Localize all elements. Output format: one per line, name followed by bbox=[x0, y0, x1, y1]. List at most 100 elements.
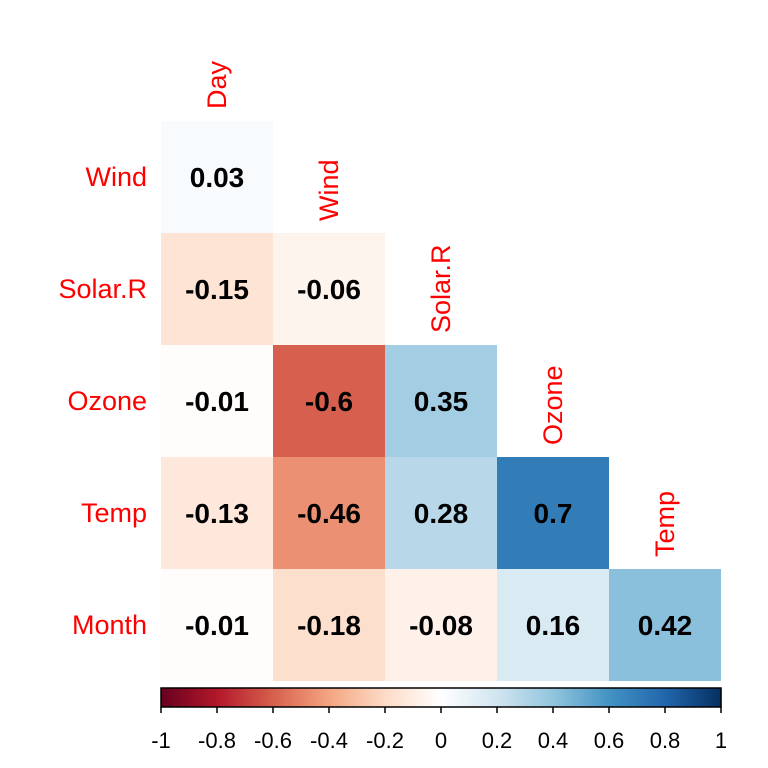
heatmap-cell bbox=[161, 457, 273, 569]
colorbar-segment bbox=[698, 688, 702, 707]
colorbar-segment bbox=[415, 688, 420, 707]
colorbar-segment bbox=[239, 688, 243, 707]
colorbar-segment bbox=[323, 688, 327, 707]
colorbar-segment bbox=[595, 688, 599, 707]
cell-value-label: -0.18 bbox=[297, 610, 361, 641]
colorbar-segment bbox=[561, 688, 565, 707]
colorbar-segment bbox=[667, 688, 672, 707]
cell-value-label: 0.16 bbox=[526, 610, 581, 641]
colorbar-segment bbox=[233, 688, 238, 707]
colorbar-segment bbox=[373, 688, 378, 707]
colorbar-segment bbox=[331, 688, 336, 707]
colorbar-segment bbox=[457, 688, 462, 707]
cell-value-label: -0.08 bbox=[409, 610, 473, 641]
colorbar-segment bbox=[477, 688, 481, 707]
colorbar-segment bbox=[292, 688, 296, 707]
colorbar-tick-label: -0.6 bbox=[254, 728, 292, 753]
colorbar-segment bbox=[231, 688, 235, 707]
colorbar-segment bbox=[522, 688, 526, 707]
colorbar-segment bbox=[259, 688, 263, 707]
colorbar-segment bbox=[295, 688, 299, 707]
cell-value-label: 0.42 bbox=[638, 610, 693, 641]
colorbar-segment bbox=[581, 688, 585, 707]
colorbar-segment bbox=[315, 688, 319, 707]
colorbar-segment bbox=[625, 688, 630, 707]
cell-value-label: 0.28 bbox=[414, 498, 469, 529]
colorbar-segment bbox=[681, 688, 686, 707]
colorbar-segment bbox=[438, 688, 442, 707]
colorbar-segment bbox=[589, 688, 593, 707]
colorbar-segment bbox=[172, 688, 176, 707]
colorbar-segment bbox=[357, 688, 361, 707]
colorbar-segment bbox=[245, 688, 249, 707]
colorbar-segment bbox=[284, 688, 288, 707]
colorbar-segment bbox=[404, 688, 408, 707]
colorbar-segment bbox=[645, 688, 649, 707]
heatmap-cell bbox=[497, 457, 609, 569]
column-label: Day bbox=[202, 60, 232, 109]
colorbar-segment bbox=[511, 688, 515, 707]
colorbar-segment bbox=[236, 688, 240, 707]
colorbar-segment bbox=[651, 688, 655, 707]
column-label: Wind bbox=[314, 159, 344, 221]
colorbar-segment bbox=[533, 688, 537, 707]
colorbar-segment bbox=[547, 688, 551, 707]
colorbar-segment bbox=[194, 688, 198, 707]
colorbar-segment bbox=[527, 688, 532, 707]
colorbar-segment bbox=[455, 688, 459, 707]
colorbar-segment bbox=[670, 688, 674, 707]
colorbar-segment bbox=[684, 688, 688, 707]
colorbar-segment bbox=[497, 688, 501, 707]
colorbar-segment bbox=[555, 688, 560, 707]
colorbar-segment bbox=[189, 688, 193, 707]
colorbar-segment bbox=[217, 688, 221, 707]
colorbar-segment bbox=[600, 688, 604, 707]
colorbar-tick-label: 0.2 bbox=[482, 728, 513, 753]
colorbar-segment bbox=[718, 688, 722, 707]
colorbar-segment bbox=[348, 688, 352, 707]
colorbar-segment bbox=[161, 688, 165, 707]
colorbar-segment bbox=[169, 688, 173, 707]
colorbar-segment bbox=[273, 688, 277, 707]
colorbar-segment bbox=[530, 688, 534, 707]
colorbar-segment bbox=[359, 688, 364, 707]
colorbar-tick-label: 0.8 bbox=[650, 728, 681, 753]
colorbar-segment bbox=[205, 688, 210, 707]
colorbar-segment bbox=[371, 688, 375, 707]
colorbar-segment bbox=[303, 688, 308, 707]
colorbar-segment bbox=[401, 688, 406, 707]
colorbar-segment bbox=[687, 688, 691, 707]
colorbar-segment bbox=[525, 688, 529, 707]
colorbar-segment bbox=[180, 688, 184, 707]
colorbar-segment bbox=[410, 688, 414, 707]
colorbar-segment bbox=[267, 688, 271, 707]
colorbar-segment bbox=[679, 688, 683, 707]
colorbar-segment bbox=[326, 688, 330, 707]
colorbar-segment bbox=[186, 688, 190, 707]
colorbar-segment bbox=[429, 688, 434, 707]
cell-value-label: 0.7 bbox=[534, 498, 573, 529]
row-label: Month bbox=[72, 610, 147, 640]
colorbar-segment bbox=[572, 688, 576, 707]
colorbar-segment bbox=[575, 688, 579, 707]
colorbar-segment bbox=[609, 688, 613, 707]
heatmap-cell bbox=[273, 345, 385, 457]
colorbar-segment bbox=[505, 688, 509, 707]
colorbar-tick-label: -0.4 bbox=[310, 728, 348, 753]
colorbar-tick-label: 0 bbox=[435, 728, 447, 753]
colorbar-segment bbox=[379, 688, 383, 707]
colorbar-segment bbox=[471, 688, 476, 707]
cell-value-label: -0.15 bbox=[185, 274, 249, 305]
colorbar-segment bbox=[320, 688, 324, 707]
colorbar-segment bbox=[567, 688, 571, 707]
colorbar-segment bbox=[390, 688, 394, 707]
colorbar-segment bbox=[275, 688, 280, 707]
cell-value-label: -0.01 bbox=[185, 610, 249, 641]
heatmap-cell bbox=[161, 233, 273, 345]
colorbar-segment bbox=[508, 688, 512, 707]
colorbar-segment bbox=[634, 688, 638, 707]
colorbar-segment bbox=[306, 688, 310, 707]
colorbar-segment bbox=[653, 688, 658, 707]
colorbar-segment bbox=[707, 688, 711, 707]
colorbar-segment bbox=[642, 688, 646, 707]
